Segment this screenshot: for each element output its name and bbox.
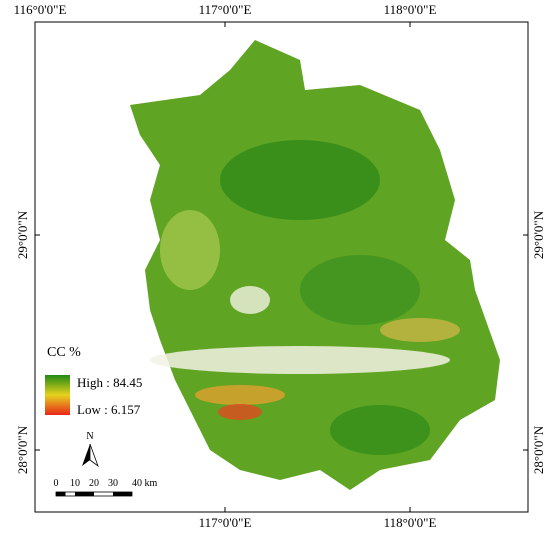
scale-bar: 0 10 20 30 40 km [54,478,158,497]
legend-high: High : 84.45 [77,375,142,390]
legend: CC % High : 84.45 Low : 6.157 [45,345,142,417]
coord-label: 117°0'0"E [199,2,252,17]
coord-label: 29°0'0"N [15,210,30,259]
bottom-labels: 117°0'0"E 118°0'0"E [199,515,437,530]
coord-label: 118°0'0"E [384,2,437,17]
scale-label: 40 km [132,478,158,489]
coord-label: 28°0'0"N [531,425,546,474]
coord-label: 116°0'0"E [14,2,67,17]
coord-label: 29°0'0"N [531,210,546,259]
region [130,40,500,490]
legend-ramp [45,375,70,415]
ticks [35,22,528,512]
coord-label: 117°0'0"E [199,515,252,530]
top-labels: 116°0'0"E 117°0'0"E 118°0'0"E [14,2,437,17]
scale-label: 10 [70,478,80,489]
scale-label: 0 [54,478,59,489]
north-arrow: N [82,431,99,468]
legend-low: Low : 6.157 [77,402,141,417]
scale-label: 20 [89,478,99,489]
coord-label: 28°0'0"N [15,425,30,474]
north-label: N [86,431,93,442]
coord-label: 118°0'0"E [384,515,437,530]
scale-label: 30 [108,478,118,489]
map-frame [34,21,529,513]
left-labels: 29°0'0"N 28°0'0"N [15,210,30,474]
legend-title: CC % [47,345,81,360]
right-labels: 29°0'0"N 28°0'0"N [531,210,546,474]
